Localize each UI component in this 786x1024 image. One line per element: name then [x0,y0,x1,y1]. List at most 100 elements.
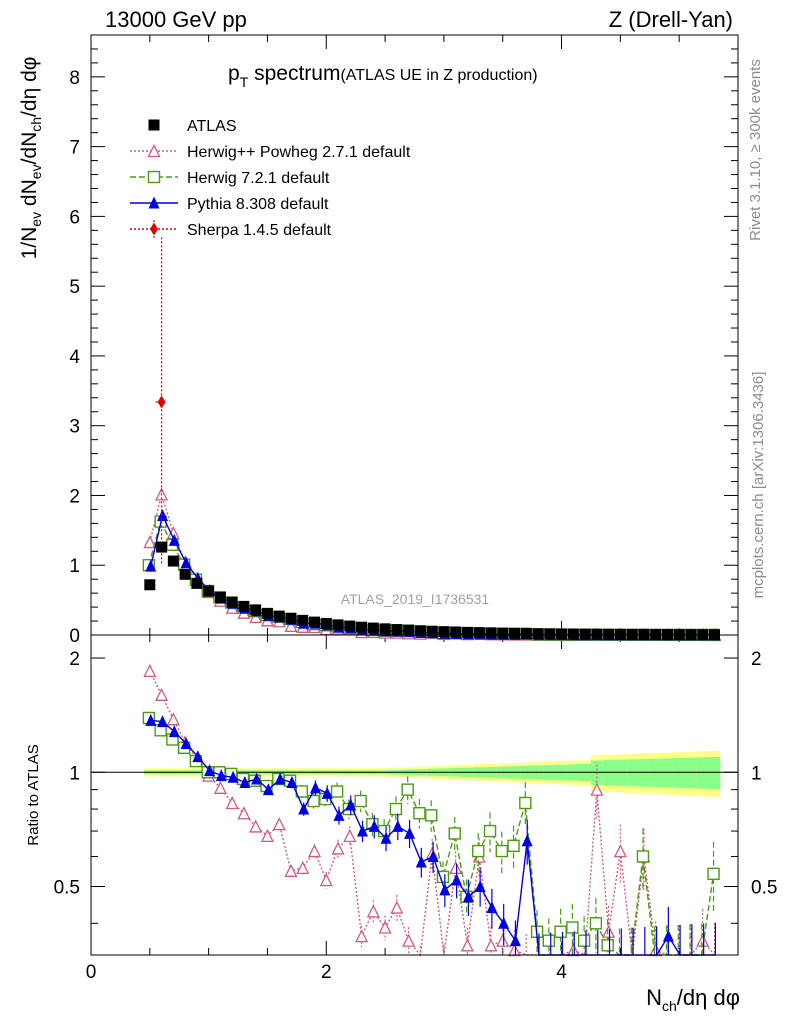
ratio-point [425,809,438,822]
sherpa-point [157,395,166,409]
atlas-data-point [556,628,568,640]
series-line [150,513,716,636]
series-pythia-8-308-default [145,508,721,641]
data-point [284,618,298,632]
header-energy: 13000 GeV pp [105,7,247,32]
x-tick-label: 2 [321,962,332,983]
y-tick-label-top: 0 [69,626,80,647]
ratio-point [239,775,251,788]
ratio-series-herwig-7-2-1-default [142,711,720,956]
legend-label: Herwig++ Powheg 2.7.1 default [187,144,411,161]
ratio-point [155,687,169,701]
rivet-version-label: Rivet 3.1.10, ≥ 300k events [747,59,764,241]
ratio-panel-frame [90,634,739,956]
ratio-point [251,772,263,785]
ratio-tick-label-left: 0.5 [54,878,80,899]
ratio-point [354,794,367,808]
y-tick-label-top: 1 [69,556,80,577]
ratio-series-pythia-8-308-default [145,713,717,956]
atlas-data-point [614,628,626,640]
legend-label: Sherpa 1.4.5 default [187,222,332,239]
atlas-data-point [567,628,579,640]
ratio-point [392,819,404,832]
ratio-point [227,770,239,783]
ratio-panel-series [142,663,720,957]
ratio-point [590,782,604,796]
atlas-data-point [320,617,332,629]
ratio-point [321,786,333,799]
ratio-point [262,783,274,796]
atlas-data-point [485,627,497,639]
y-tick-label-top: 4 [69,347,80,368]
series-line [148,519,714,636]
ratio-point [298,802,310,815]
ratio-point [343,828,357,842]
ratio-point [307,844,322,858]
series-herwig-7-2-1-default [142,515,720,642]
stat-band [614,759,627,786]
ratio-point [577,934,591,947]
data-point [145,559,157,572]
ratio-point [237,806,251,820]
ratio-point [413,807,426,820]
ratio-point [449,860,463,874]
ratio-point [589,917,603,930]
legend-marker [148,119,160,131]
ratio-point [707,867,720,881]
ratio-point [509,934,521,947]
ratio-point [380,831,392,844]
atlas-data-point [579,628,591,640]
atlas-data-point [214,591,226,603]
ratio-point [542,934,556,947]
ratio-point [404,826,416,839]
ratio-point [319,873,333,887]
ratio-point [507,943,522,957]
ratio-point [213,780,227,794]
legend-item-sherpa-1-4-5-default: Sherpa 1.4.5 default [130,220,332,239]
atlas-data-point [261,607,273,619]
atlas-data-point [438,626,450,638]
atlas-data-point [203,585,215,597]
ratio-point [566,943,580,957]
mcplots-label: mcplots.cern.ch [arXiv:1306.3436] [750,372,767,599]
atlas-data-point [309,616,321,628]
ratio-series-herwig-powheg-2-7-1-default [143,663,716,957]
y-tick-label-top: 8 [69,68,80,89]
atlas-data-point [191,577,203,589]
y-tick-label-top: 6 [69,207,80,228]
ratio-point [613,844,627,858]
legend-item-herwig-7-2-1-default: Herwig 7.2.1 default [130,170,330,187]
legend: ATLAS Herwig++ Powheg 2.7.1 default Herwig… [130,118,411,239]
ratio-tick-label-right: 2 [751,649,762,670]
atlas-data-point [273,610,285,622]
ratio-point [192,750,204,763]
data-point [143,535,157,549]
ratio-point [180,737,192,750]
legend-marker [150,222,158,236]
atlas-data-point [532,628,544,640]
header-process: Z (Drell-Yan) [609,7,733,32]
atlas-data-point [332,619,344,631]
ratio-tick-label-right: 1 [751,763,762,784]
atlas-data-point [461,626,473,638]
ratio-point [166,712,180,726]
legend-label: ATLAS [187,118,237,135]
legend-label: Pythia 8.308 default [187,196,329,213]
y-tick-label-top: 7 [69,138,80,159]
legend-marker [147,144,161,158]
x-axis-title: Nch/dη dφ [646,985,740,1014]
data-point [157,508,169,521]
atlas-data-point [603,628,615,640]
ratio-point [486,901,498,914]
atlas-data-point [238,600,250,612]
y-tick-label-top: 2 [69,486,80,507]
atlas-data-point [626,628,638,640]
atlas-data-point [426,625,438,637]
ratio-point [168,725,180,738]
stat-band [708,756,721,790]
ratio-point [274,772,286,785]
stat-band [685,757,697,789]
ratio-point [204,764,216,777]
